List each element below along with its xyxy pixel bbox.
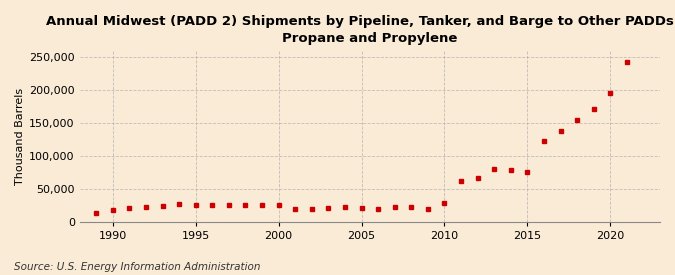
Text: Source: U.S. Energy Information Administration: Source: U.S. Energy Information Administ… [14, 262, 260, 272]
Y-axis label: Thousand Barrels: Thousand Barrels [15, 87, 25, 185]
Title: Annual Midwest (PADD 2) Shipments by Pipeline, Tanker, and Barge to Other PADDs : Annual Midwest (PADD 2) Shipments by Pip… [46, 15, 675, 45]
